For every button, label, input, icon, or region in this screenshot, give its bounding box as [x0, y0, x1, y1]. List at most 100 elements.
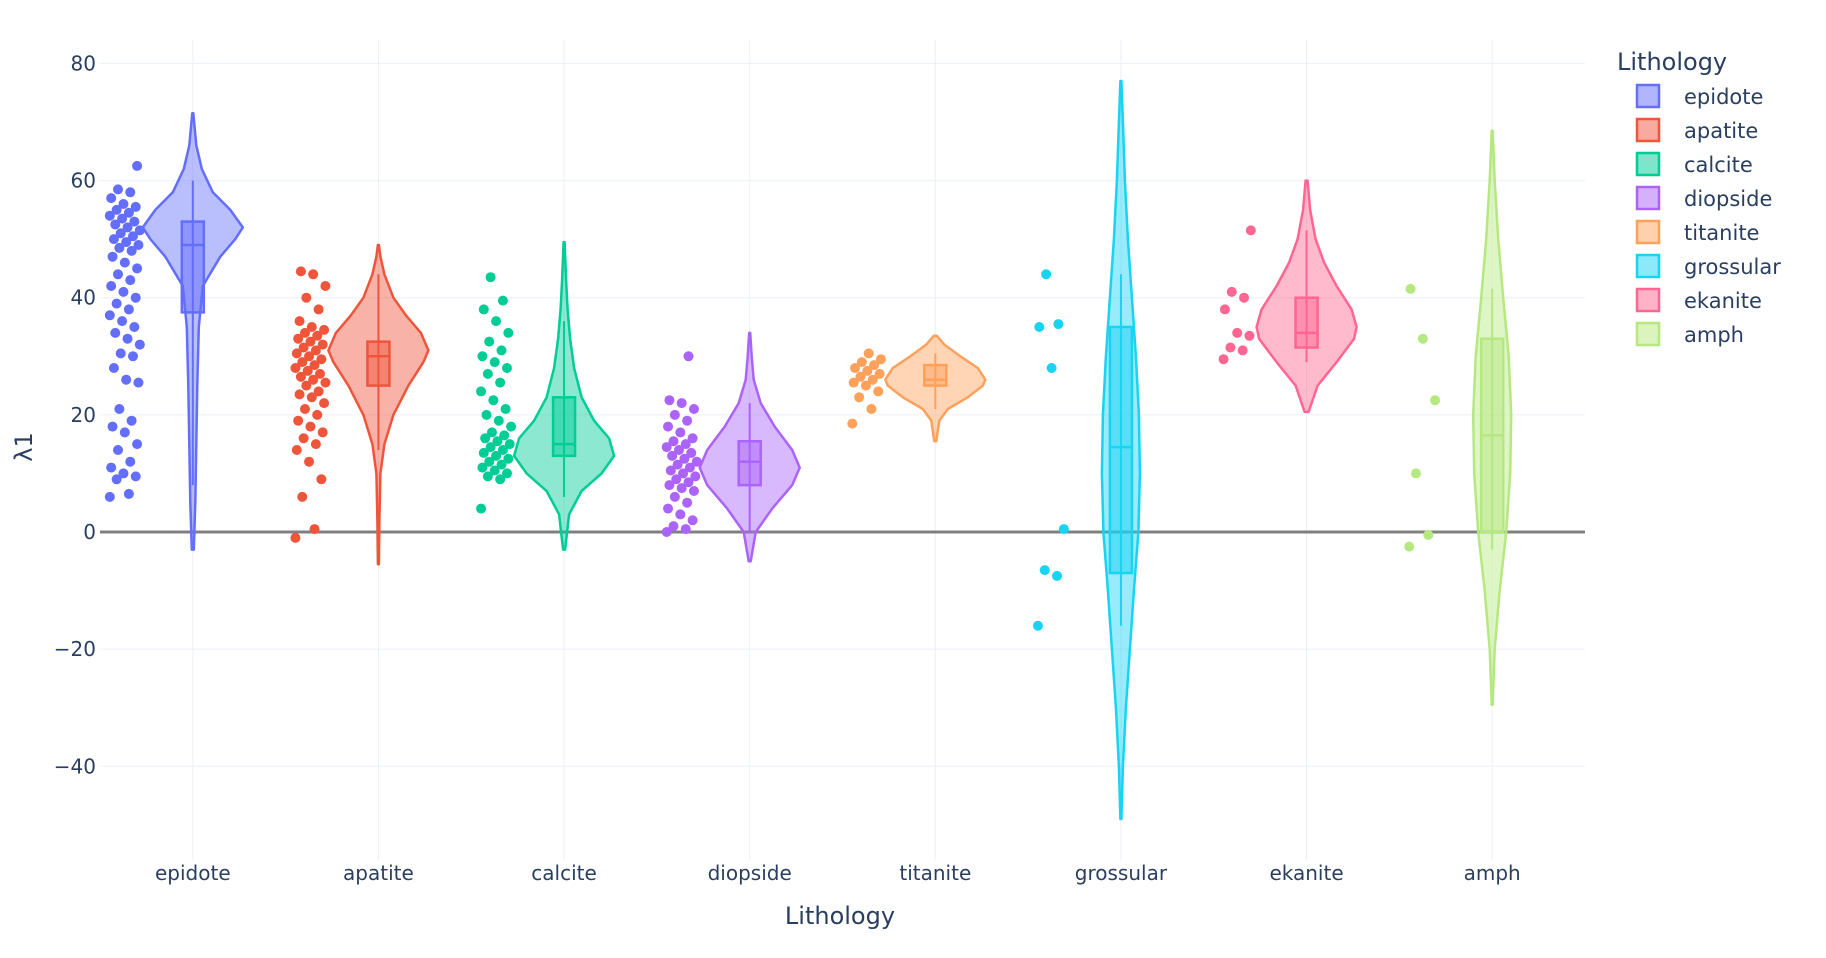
- data-point: [295, 266, 306, 277]
- x-tick-label: apatite: [343, 861, 414, 885]
- legend-item-ekanite[interactable]: ekanite: [1635, 287, 1762, 313]
- data-point: [306, 322, 317, 332]
- legend-item-amph[interactable]: amph: [1635, 321, 1744, 347]
- data-point: [112, 269, 123, 280]
- data-point: [319, 324, 330, 335]
- data-point: [320, 281, 331, 291]
- x-tick-label: grossular: [1075, 861, 1168, 885]
- legend-item-grossular[interactable]: grossular: [1635, 253, 1781, 279]
- data-point: [484, 336, 495, 347]
- data-point: [309, 524, 320, 535]
- box-titanite: [923, 363, 948, 387]
- data-point: [476, 503, 487, 514]
- data-point: [118, 468, 129, 479]
- legend-item-titanite[interactable]: titanite: [1635, 219, 1759, 245]
- data-point: [122, 222, 133, 233]
- data-point: [132, 439, 143, 450]
- data-point: [306, 392, 317, 403]
- data-point: [129, 216, 140, 227]
- legend-label: calcite: [1684, 153, 1753, 177]
- legend-label: epidote: [1684, 85, 1763, 109]
- data-point: [496, 459, 507, 470]
- data-point: [301, 380, 312, 391]
- data-point: [313, 386, 324, 397]
- data-point: [489, 357, 500, 368]
- data-point: [688, 404, 699, 414]
- data-point: [134, 225, 145, 236]
- legend-item-calcite[interactable]: calcite: [1635, 151, 1753, 177]
- legend-swatch: [1635, 321, 1661, 347]
- data-point: [111, 204, 122, 215]
- data-point: [317, 427, 328, 438]
- data-point: [1052, 570, 1063, 581]
- y-tick-labels: 80 60 40 20 0 −20 −40: [54, 51, 96, 778]
- data-point: [1058, 524, 1069, 535]
- data-point: [486, 427, 497, 438]
- box-grossular: [1108, 325, 1134, 575]
- trace-calcite: [476, 240, 616, 551]
- data-point: [867, 374, 878, 385]
- data-point: [484, 456, 495, 467]
- data-point: [506, 421, 517, 432]
- data-point: [499, 430, 510, 441]
- data-point: [107, 421, 118, 432]
- legend-item-diopside[interactable]: diopside: [1635, 185, 1772, 211]
- trace-ekanite: [1218, 179, 1358, 414]
- data-point: [478, 447, 489, 458]
- data-point: [115, 348, 126, 359]
- data-point: [320, 377, 331, 388]
- data-point: [678, 468, 689, 479]
- data-point: [671, 474, 682, 485]
- data-point: [500, 404, 511, 414]
- data-point: [669, 491, 680, 502]
- data-point: [294, 316, 305, 327]
- data-point: [310, 345, 321, 356]
- data-point: [481, 409, 492, 420]
- data-point: [104, 210, 115, 221]
- data-point: [1423, 529, 1434, 540]
- x-tick-label: diopside: [708, 861, 792, 885]
- legend-label: amph: [1684, 323, 1744, 347]
- data-point: [125, 275, 136, 286]
- legend-item-epidote[interactable]: epidote: [1635, 83, 1763, 109]
- trace-amph: [1404, 129, 1513, 707]
- data-point: [1411, 468, 1422, 479]
- data-point: [1404, 541, 1415, 552]
- data-point: [126, 415, 137, 426]
- legend-swatch: [1635, 253, 1661, 279]
- data-point: [312, 330, 323, 341]
- y-tick-label: −20: [54, 637, 96, 661]
- legend: Lithology epidote apatite calcite diopside t…: [1617, 48, 1781, 347]
- trace-titanite: [847, 334, 987, 443]
- data-point: [491, 450, 502, 461]
- data-point: [132, 160, 143, 171]
- data-point: [1226, 286, 1237, 297]
- data-point: [114, 242, 125, 253]
- data-point: [1039, 565, 1050, 576]
- data-point: [309, 360, 320, 371]
- data-point: [874, 368, 885, 379]
- legend-item-apatite[interactable]: apatite: [1635, 117, 1758, 143]
- data-point: [489, 465, 500, 476]
- data-point: [497, 295, 508, 306]
- data-point: [104, 491, 115, 502]
- box-calcite: [551, 396, 577, 458]
- data-point: [316, 474, 327, 485]
- data-point: [493, 415, 504, 426]
- trace-diopside: [661, 331, 801, 563]
- legend-label: grossular: [1684, 255, 1781, 279]
- data-point: [117, 316, 128, 327]
- data-point: [129, 322, 140, 332]
- data-point: [663, 503, 674, 514]
- data-point: [133, 240, 144, 250]
- data-point: [687, 433, 698, 444]
- data-point: [860, 380, 871, 391]
- box-apatite: [366, 340, 391, 387]
- data-point: [1041, 269, 1052, 280]
- box-ekanite: [1294, 296, 1319, 349]
- data-point: [856, 357, 867, 368]
- data-point: [676, 483, 687, 494]
- data-point: [661, 442, 672, 453]
- data-point: [873, 386, 884, 397]
- data-point: [314, 368, 325, 379]
